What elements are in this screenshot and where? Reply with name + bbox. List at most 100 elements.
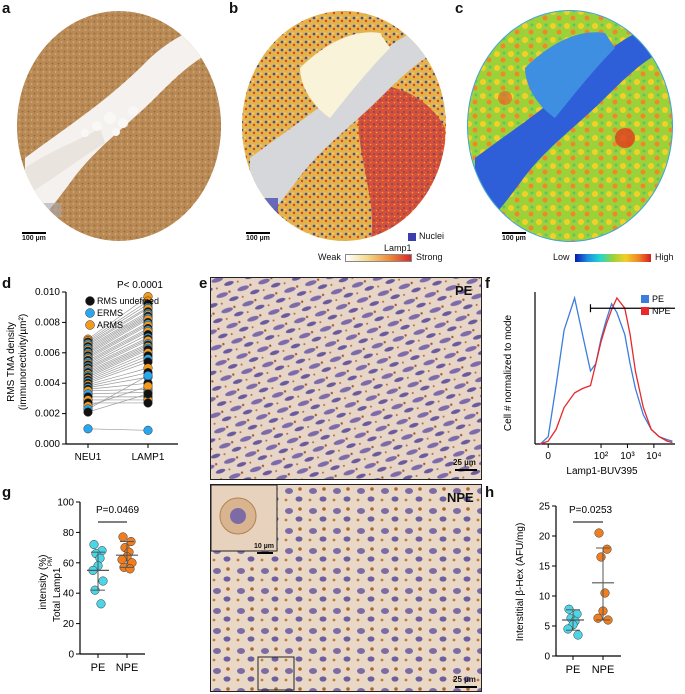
f-legend-swatch (641, 295, 649, 303)
rms-tma-density-chart: P< 0.0001 RMS TMA density (immunorectivi… (6, 280, 178, 463)
g-ytick-label: 40 (63, 589, 75, 600)
panel-label-a: a (2, 0, 11, 17)
h-ytick-label: 20 (539, 532, 551, 543)
f-series-npe (540, 296, 673, 445)
d-pair-line (87, 323, 149, 358)
d-pair-line (87, 376, 149, 389)
d-pair-line (87, 329, 149, 363)
d-pair-line (87, 296, 149, 340)
lamp1-colorbar (345, 254, 412, 262)
d-pair-line (87, 337, 149, 367)
panel-label-b: b (229, 0, 239, 17)
density-heatmap-image (467, 10, 673, 242)
ylabel-g-main: Total Lamp1 (52, 567, 63, 622)
h-point-pe (573, 630, 583, 640)
d-pair-line (87, 346, 149, 375)
h-xtick-label: PE (566, 664, 581, 676)
g-point-pe (96, 599, 106, 609)
nuclei-legend-swatch (408, 233, 416, 241)
flow-histogram-chart: Cell # normalized to mode Lamp1-BUV395 0… (503, 292, 675, 477)
d-legend-label: ARMS (97, 320, 123, 330)
xlabel-f: Lamp1-BUV395 (566, 466, 638, 477)
d-ytick-label: 0.002 (35, 409, 60, 420)
scale-bar-b (246, 232, 270, 234)
d-point-lamp1 (143, 389, 153, 399)
h-ytick-label: 10 (539, 592, 551, 603)
d-legend-marker (85, 320, 95, 330)
low-label: Low (553, 252, 570, 262)
h-point-npe (596, 552, 606, 562)
h-point-npe (594, 528, 604, 538)
scale-label-e-inset: 10 µm (254, 543, 274, 550)
tma-core-ihc-image (17, 11, 221, 241)
f-series-pe (539, 295, 673, 445)
d-ytick-label: 0.004 (35, 378, 60, 389)
scale-label-e-top: 25 µm (453, 458, 476, 467)
panel-label-d: d (2, 275, 12, 292)
ihc-pe-micrograph (210, 277, 482, 480)
d-pair-line (87, 349, 149, 378)
panel-label-g: g (2, 484, 12, 501)
scale-bar-e-top (455, 469, 477, 471)
g-point-npe (117, 555, 127, 565)
g-point-pe (98, 576, 108, 586)
beta-hex-chart: Interstitial β-Hex (AFU/mg) P=0.0253 0 5 1… (515, 502, 621, 676)
d-point-lamp1 (143, 371, 153, 381)
d-point-lamp1 (143, 398, 153, 408)
d-xtick-label: NEU1 (75, 452, 102, 463)
d-pair-line (87, 385, 149, 407)
pvalue-h: P=0.0253 (569, 505, 613, 516)
d-pair-line (87, 319, 149, 355)
d-pair-line (87, 352, 149, 379)
d-point-lamp1 (143, 425, 153, 435)
d-pair-line (87, 347, 149, 376)
d-pair-line (87, 331, 149, 364)
f-xtick-label: 10⁴ (646, 451, 661, 462)
lamp1-pm-intensity-chart: intensity (%) Total Lamp1 PM P=0.0469 0 2… (38, 498, 145, 674)
d-point-lamp1 (143, 381, 153, 391)
scale-bar-a (22, 232, 46, 234)
ylabel-g-sup: PM (48, 557, 54, 566)
h-point-npe (600, 588, 610, 598)
scale-bar-e-inset (257, 552, 273, 554)
d-legend-label: RMS undefined (97, 296, 159, 306)
ylabel-d-1: RMS TMA density (6, 322, 17, 402)
scale-label-e-bottom: 25 µm (453, 675, 476, 684)
scale-label-a: 100 µm (22, 235, 46, 242)
npe-image-label: NPE (447, 490, 474, 505)
d-ytick-label: 0.008 (35, 317, 60, 328)
f-xtick-label: 10² (594, 451, 609, 462)
nuclei-legend-label: Nuclei (419, 231, 445, 241)
g-point-npe (118, 532, 128, 542)
d-pair-line (87, 428, 149, 431)
d-legend-marker (85, 308, 95, 318)
d-ytick-label: 0.006 (35, 348, 60, 359)
f-legend-label: NPE (652, 306, 671, 316)
d-pair-line (87, 334, 149, 366)
d-pair-line (87, 375, 149, 410)
tma-core-segmentation-image (242, 11, 446, 241)
high-label: High (655, 252, 674, 262)
d-pair-line (87, 338, 149, 369)
f-legend-swatch (641, 307, 649, 315)
g-ytick-label: 80 (63, 528, 75, 539)
d-pair-line (87, 358, 149, 383)
g-xtick-label: PE (91, 662, 106, 674)
d-legend-label: ERMS (97, 308, 123, 318)
d-pair-line (87, 382, 149, 390)
ihc-npe-micrograph (210, 484, 482, 692)
h-point-npe (593, 613, 603, 623)
panel-label-c: c (455, 0, 464, 17)
d-pair-line (87, 361, 149, 384)
d-point-neu1 (83, 407, 93, 417)
d-pair-line (87, 367, 149, 386)
d-pair-line (87, 311, 149, 348)
scale-bar-c (502, 232, 526, 234)
g-point-npe (125, 564, 135, 574)
d-xtick-label: LAMP1 (132, 452, 165, 463)
panel-label-h: h (485, 484, 495, 501)
d-pair-line (87, 316, 149, 352)
h-ytick-label: 15 (539, 562, 551, 573)
d-pair-line (87, 314, 149, 351)
d-pair-line (87, 343, 149, 372)
